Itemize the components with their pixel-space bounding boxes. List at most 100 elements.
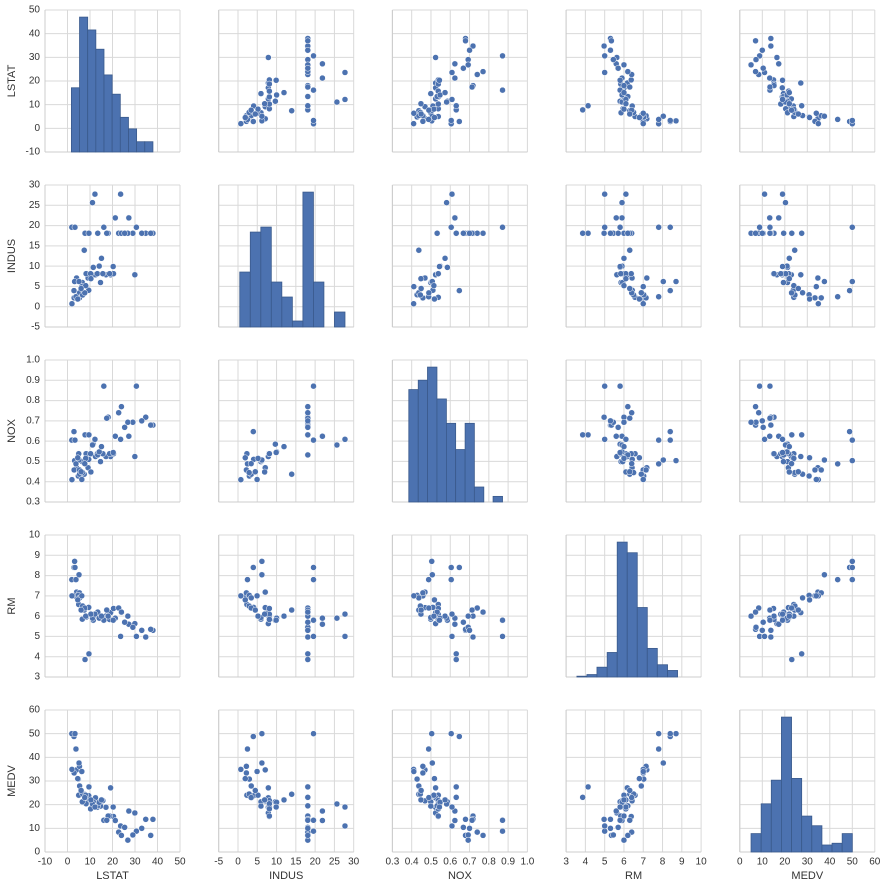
scatter-point [479,608,487,616]
y-tick-label: 0.4 [26,476,40,487]
scatter-point [752,608,759,616]
scatter-point [70,466,78,474]
scatter-point [85,431,93,439]
scatter-point [252,110,259,118]
scatter-point [248,782,255,790]
histogram-bar [750,833,762,853]
scatter-point [261,468,268,476]
scatter-point [272,449,280,456]
scatter-point [626,246,633,254]
scatter-point [142,413,149,421]
scatter-point [849,564,856,571]
scatter-point [75,571,83,579]
histogram-bar [334,311,346,328]
y-tick-label: 10 [29,261,41,272]
scatter-point [410,283,418,290]
scatter-point [341,803,349,811]
scatter-point [98,612,105,620]
scatter-point [272,440,279,448]
scatter-point [310,86,317,94]
scatter-point [425,116,432,123]
scatter-point [767,421,775,429]
scatter-point [129,624,137,631]
scatter-point [766,230,774,237]
scatter-point [71,558,78,565]
scatter-point [237,120,245,127]
scatter-point [266,450,273,457]
scatter-point [786,255,793,262]
scatter-point [499,86,506,94]
scatter-point [811,466,819,474]
scatter-point [601,382,608,390]
scatter-point [410,592,418,600]
scatter-point [112,817,119,824]
scatter-point [435,270,442,277]
scatter-point [91,803,99,811]
x-tick-label: 0.3 [385,857,399,868]
y-tick-label: 30 [29,776,41,787]
scatter-point [138,230,145,237]
y-tick-label: 10 [29,530,41,541]
scatter-point [98,255,105,262]
scatter-point [71,564,79,571]
scatter-point [341,822,349,830]
scatter-point [451,74,459,82]
scatter-point [100,224,108,231]
scatter-point [788,656,796,663]
scatter-point [795,110,802,118]
scatter-point [788,230,796,237]
scatter-point [616,382,624,390]
scatter-point [252,468,259,476]
scatter-point [109,616,117,624]
scatter-point [304,825,312,832]
scatter-point [415,246,423,254]
x-tick-label: 30 [129,857,141,868]
scatter-point [462,37,469,45]
histogram-bar [586,674,598,678]
scatter-point [499,52,506,60]
scatter-point [660,112,667,120]
scatter-point [436,77,443,84]
scatter-point [655,460,662,468]
histogram-bar [455,449,466,503]
scatter-point [766,616,774,624]
y-tick-label: 20 [29,76,41,87]
scatter-point [443,199,450,206]
scatter-point [626,468,633,476]
x-tick-label: -5 [214,857,223,868]
scatter-point [795,285,802,292]
x-tick-label: 20 [779,857,791,868]
scatter-point [319,621,326,628]
scatter-point [448,822,456,830]
histogram-bar [260,226,272,328]
scatter-point [624,230,632,237]
scatter-point [479,230,487,237]
y-tick-label: 0.3 [26,497,40,508]
scatter-point [821,278,828,285]
scatter-point [304,83,312,91]
scatter-point [304,817,312,824]
scatter-point [425,794,433,801]
scatter-point [103,230,110,237]
scatter-point [607,46,614,54]
scatter-point [417,275,425,282]
histogram-bar [646,647,658,678]
scatter-point [499,827,506,835]
scatter-point [310,382,317,390]
scatter-point [103,817,110,824]
scatter-point [425,745,432,753]
scatter-point [68,592,76,600]
histogram-bar [831,842,843,853]
scatter-point [456,733,463,740]
histogram-bar [760,803,772,853]
histogram-bar [626,552,638,678]
scatter-point [280,443,288,450]
scatter-point [660,278,667,285]
scatter-point [429,571,436,579]
scatter-point [242,454,249,462]
scatter-point [333,614,341,622]
scatter-point [419,589,427,597]
scatter-point [117,190,124,198]
scatter-point [87,275,95,282]
y-tick-label: 20 [29,220,41,231]
